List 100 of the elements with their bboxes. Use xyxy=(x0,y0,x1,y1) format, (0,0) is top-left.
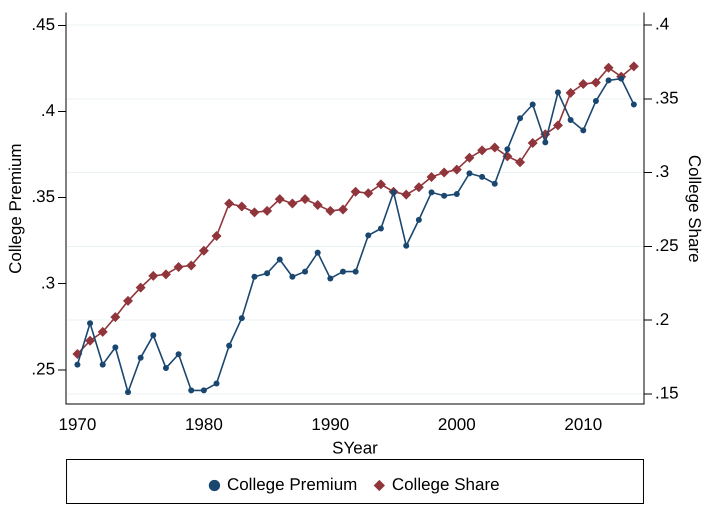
x-tick-label: 1970 xyxy=(58,415,96,434)
point xyxy=(566,88,576,98)
point xyxy=(464,152,474,163)
point xyxy=(112,344,118,350)
y-tick-label: .3 xyxy=(40,273,56,292)
point xyxy=(186,260,196,271)
point xyxy=(87,320,94,326)
point xyxy=(212,230,222,241)
point xyxy=(365,232,372,238)
x-tick-label: 1990 xyxy=(311,415,350,434)
point xyxy=(236,201,247,212)
y-tick-label: .45 xyxy=(31,14,56,34)
point xyxy=(477,145,488,156)
point xyxy=(630,101,637,108)
point xyxy=(378,226,384,232)
y-tick-label: .25 xyxy=(31,359,56,378)
point xyxy=(198,246,209,256)
point xyxy=(249,207,260,218)
point xyxy=(264,270,270,276)
y-axis-title: College Premium xyxy=(6,144,25,274)
y2-axis-title: College Share xyxy=(685,154,704,263)
point xyxy=(314,250,321,256)
legend-label: College Premium xyxy=(226,475,358,494)
point xyxy=(251,274,258,280)
point xyxy=(85,336,96,346)
point xyxy=(138,354,144,361)
point xyxy=(426,172,437,182)
point xyxy=(528,138,538,148)
point xyxy=(100,362,106,368)
y2-tick-label: .35 xyxy=(654,88,679,108)
point xyxy=(441,192,448,199)
point xyxy=(428,189,435,196)
point xyxy=(590,78,601,88)
point xyxy=(452,164,462,175)
x-axis-title: SYear xyxy=(332,438,378,458)
point xyxy=(479,174,486,180)
point xyxy=(150,332,156,338)
point xyxy=(552,120,563,130)
point xyxy=(176,351,182,358)
y-tick-label: .35 xyxy=(31,187,56,206)
legend-label: College Share xyxy=(392,475,500,494)
x-tick-label: 1980 xyxy=(184,415,223,434)
point xyxy=(188,387,194,394)
point xyxy=(312,200,323,210)
x-tick-label: 2000 xyxy=(438,415,476,434)
point xyxy=(403,242,410,249)
point xyxy=(226,342,232,349)
point xyxy=(274,194,285,204)
y2-tick-label: .3 xyxy=(654,162,670,182)
point xyxy=(123,296,133,306)
point xyxy=(580,127,586,134)
x-tick-label: 2010 xyxy=(564,415,602,434)
point xyxy=(289,274,296,280)
point xyxy=(515,157,526,168)
point xyxy=(401,190,412,200)
y2-tick-label: .2 xyxy=(654,310,670,329)
point xyxy=(340,268,346,275)
point xyxy=(136,282,146,293)
point xyxy=(148,270,158,281)
y2-tick-label: .15 xyxy=(654,384,679,403)
point xyxy=(554,89,561,96)
point xyxy=(363,188,374,198)
y2-tick-label: .25 xyxy=(654,236,679,256)
point xyxy=(604,62,614,73)
point xyxy=(110,312,120,322)
point xyxy=(414,182,424,192)
point xyxy=(74,362,80,368)
point xyxy=(352,268,359,275)
point xyxy=(530,101,536,108)
point xyxy=(125,389,131,396)
point xyxy=(325,206,336,216)
point xyxy=(628,61,639,72)
point xyxy=(439,168,450,178)
point xyxy=(98,326,108,337)
point xyxy=(300,194,310,204)
point xyxy=(592,98,599,104)
point xyxy=(568,116,574,123)
point xyxy=(466,170,472,176)
point xyxy=(160,269,171,280)
point xyxy=(492,180,498,187)
point xyxy=(350,186,361,197)
point xyxy=(162,365,169,372)
point xyxy=(578,79,588,90)
point xyxy=(338,204,348,214)
point xyxy=(262,206,272,216)
y2-tick-label: .4 xyxy=(654,14,670,34)
point xyxy=(200,387,207,394)
point xyxy=(416,216,422,223)
point xyxy=(327,275,334,282)
point xyxy=(276,256,283,263)
point xyxy=(302,268,308,275)
point xyxy=(214,380,220,387)
point xyxy=(606,77,612,84)
point xyxy=(287,198,298,209)
point xyxy=(224,198,234,209)
point xyxy=(542,139,548,146)
point xyxy=(376,179,386,190)
point xyxy=(504,146,510,152)
point xyxy=(174,262,184,272)
point xyxy=(238,315,245,322)
